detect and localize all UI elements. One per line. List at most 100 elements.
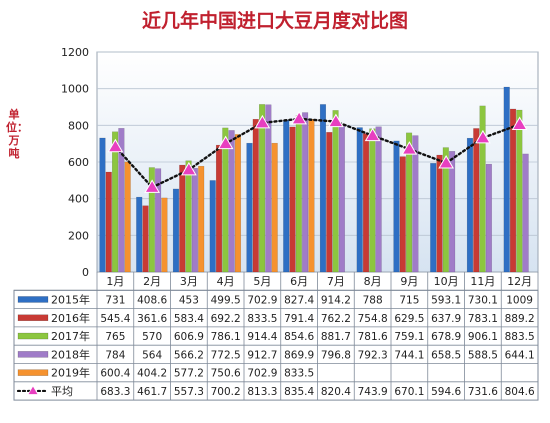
table-cell-value: 629.5 xyxy=(394,313,424,325)
bars xyxy=(99,86,529,273)
legend-label: 2016年 xyxy=(51,311,90,325)
bar xyxy=(234,134,241,273)
table-cell-value: 644.1 xyxy=(505,349,535,361)
table-cell-value: 730.1 xyxy=(468,294,498,306)
legend-swatch xyxy=(17,296,49,303)
table-cell-value: 577.2 xyxy=(174,368,204,380)
table-cell-value: 889.2 xyxy=(505,313,535,325)
y-tick-label: 0 xyxy=(82,266,89,279)
bar xyxy=(412,135,419,273)
table-cell-value: 759.1 xyxy=(394,331,424,343)
table-cell-value: 692.2 xyxy=(211,313,241,325)
table-cell-value: 869.9 xyxy=(284,349,314,361)
bar xyxy=(198,165,205,273)
average-marker xyxy=(291,110,307,125)
bar xyxy=(399,156,406,273)
bar xyxy=(369,128,376,273)
table-cell-value: 600.4 xyxy=(100,368,130,380)
bar xyxy=(228,130,235,273)
table-cell-value: 914.2 xyxy=(321,294,351,306)
x-tick-label: 8月 xyxy=(364,275,382,288)
bar xyxy=(161,197,168,273)
legend-marker-average xyxy=(27,385,39,395)
bar xyxy=(485,163,492,273)
table-cell-value: 545.4 xyxy=(100,313,130,325)
data-table: 1月 2月 3月 4月 5月 6月 7月 8月 9月 10月 11月 12月 2015年 731 408.6… xyxy=(13,272,539,401)
x-tick-label: 5月 xyxy=(253,275,271,288)
table-cell-value: 566.2 xyxy=(174,349,204,361)
table-cell-value: 765 xyxy=(105,331,125,343)
table-cell-value: 499.5 xyxy=(211,294,241,306)
table-cell-value: 783.1 xyxy=(468,313,498,325)
table-cell-value: 593.1 xyxy=(431,294,461,306)
average-marker xyxy=(254,114,271,129)
average-marker xyxy=(511,116,528,130)
x-tick-label: 2月 xyxy=(143,275,161,288)
table-cell-value: 784 xyxy=(105,349,125,361)
average-line xyxy=(107,110,528,193)
bar xyxy=(430,163,437,273)
x-tick-label: 11月 xyxy=(470,275,495,288)
x-tick-label: 3月 xyxy=(180,275,198,288)
y-tick-label: 600 xyxy=(68,156,89,169)
table-cell-value: 744.1 xyxy=(394,349,424,361)
table-cell-value: 683.3 xyxy=(100,386,130,398)
bar xyxy=(215,144,223,273)
average-marker xyxy=(401,141,418,155)
table-cell-value: 833.5 xyxy=(284,368,314,380)
legend-label: 平均 xyxy=(51,385,73,398)
bar xyxy=(338,125,345,273)
table-cell-value: 583.4 xyxy=(174,313,204,325)
average-marker xyxy=(144,179,160,193)
bar xyxy=(259,104,266,273)
bar xyxy=(252,118,259,273)
bar xyxy=(362,133,370,273)
grid-lines xyxy=(97,51,538,236)
bar xyxy=(124,161,131,273)
bar xyxy=(271,142,278,273)
legend-label: 2018年 xyxy=(51,347,90,361)
table-cell-value: 1009 xyxy=(506,294,533,306)
legend-swatch xyxy=(17,351,49,358)
table-cell-value: 754.8 xyxy=(358,313,388,325)
bar xyxy=(112,131,119,273)
legend-swatch xyxy=(17,369,49,376)
bar xyxy=(326,132,333,273)
table-cell-value: 786.1 xyxy=(211,331,241,343)
table-cell-value: 906.1 xyxy=(468,331,498,343)
y-tick-label: 400 xyxy=(68,193,89,206)
bar xyxy=(473,128,480,273)
bar xyxy=(172,188,180,273)
bar xyxy=(155,168,162,273)
table-cell-value: 881.7 xyxy=(321,331,351,343)
table-cell-value: 833.5 xyxy=(247,313,277,325)
bar xyxy=(136,196,143,273)
bar xyxy=(319,104,327,273)
table-cell-value: 914.4 xyxy=(247,331,277,343)
table-cell-value: 854.6 xyxy=(284,331,314,343)
bar xyxy=(308,118,315,273)
average-marker xyxy=(364,127,381,142)
table-cell-value: 791.4 xyxy=(284,313,314,325)
table-cell-value: 570 xyxy=(142,331,162,343)
table-cell-value: 731.6 xyxy=(468,386,498,398)
bar xyxy=(516,109,523,273)
average-marker xyxy=(475,129,491,144)
table-cell-value: 678.9 xyxy=(431,331,461,343)
bar xyxy=(222,127,229,273)
bar xyxy=(179,164,186,273)
bar xyxy=(479,105,486,273)
x-tick-label: 9月 xyxy=(400,275,418,288)
average-marker xyxy=(438,154,454,169)
bar xyxy=(142,205,149,273)
x-tick-label: 4月 xyxy=(217,275,235,288)
bar xyxy=(356,127,363,273)
bar xyxy=(191,167,198,273)
y-tick-label: 1000 xyxy=(61,83,89,96)
table-cell-value: 557.3 xyxy=(174,386,204,398)
bar xyxy=(265,104,272,273)
table-cell-value: 453 xyxy=(179,294,199,306)
legend-label: 2017年 xyxy=(51,329,90,343)
bar xyxy=(522,153,529,273)
